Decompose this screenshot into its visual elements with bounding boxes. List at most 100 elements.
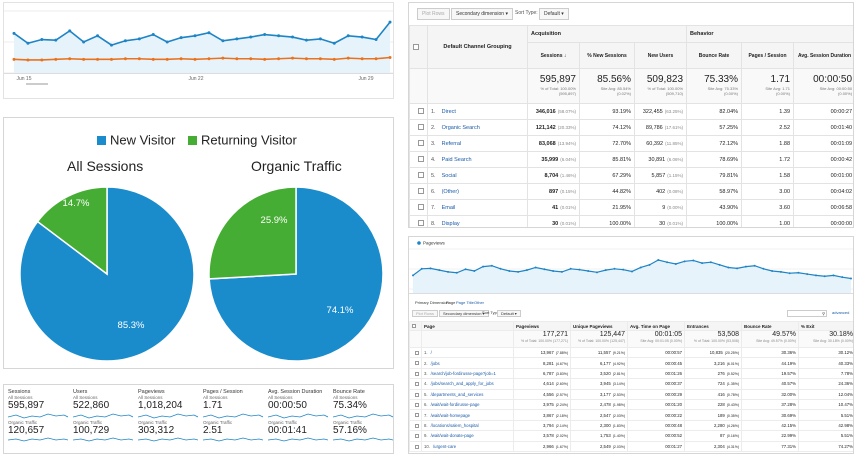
row-select-cell[interactable] [409, 199, 428, 216]
data-point[interactable] [631, 270, 633, 273]
data-point[interactable] [54, 38, 58, 42]
data-point[interactable] [490, 264, 493, 267]
data-point[interactable] [12, 31, 16, 35]
data-point[interactable] [249, 35, 253, 39]
select-all-checkbox[interactable] [412, 324, 416, 329]
data-point[interactable] [604, 269, 607, 272]
data-point[interactable] [806, 273, 809, 276]
data-point[interactable] [304, 57, 308, 61]
data-point[interactable] [346, 56, 350, 60]
data-point[interactable] [455, 271, 458, 274]
column-header[interactable]: Bounce Rate [686, 42, 743, 69]
data-point[interactable] [137, 57, 141, 61]
row-checkbox[interactable] [418, 188, 424, 195]
data-point[interactable] [508, 270, 511, 272]
row-select-cell[interactable] [409, 151, 428, 168]
data-point[interactable] [165, 57, 169, 61]
search-input[interactable]: ⚲ [787, 310, 827, 317]
page-link[interactable]: /search/job-fordirusse-page?job=1 [430, 370, 496, 376]
column-header[interactable]: Avg. Session Duration [793, 42, 853, 69]
column-header[interactable]: Pages / Session [741, 42, 795, 69]
advanced-link[interactable]: advanced [832, 310, 850, 315]
data-point[interactable] [109, 43, 113, 47]
data-point[interactable] [193, 57, 197, 61]
channel-link[interactable]: Social [441, 172, 457, 179]
data-point[interactable] [552, 270, 555, 272]
data-point[interactable] [595, 271, 598, 274]
data-point[interactable] [587, 270, 590, 272]
data-point[interactable] [543, 268, 546, 271]
stat-tile[interactable]: Users All Sessions 522,860 Organic Traffic 1… [73, 389, 135, 451]
row-select-cell[interactable] [409, 215, 428, 227]
data-point[interactable] [429, 267, 432, 270]
channel-link[interactable]: Organic Search [441, 124, 480, 131]
data-point[interactable] [727, 266, 730, 269]
data-point[interactable] [137, 37, 141, 41]
data-point[interactable] [648, 263, 651, 266]
data-point[interactable] [388, 56, 392, 59]
data-point[interactable] [771, 270, 774, 272]
page-link[interactable]: /wait/wait-fordirusse-page [430, 402, 480, 408]
data-point[interactable] [221, 56, 225, 60]
row-checkbox[interactable] [418, 220, 424, 227]
data-point[interactable] [109, 57, 113, 61]
stat-tile[interactable]: Pages / Session All Sessions 1.71 Organic T… [203, 389, 265, 451]
row-select-cell[interactable] [409, 367, 422, 380]
secondary-dimension-dropdown[interactable]: Secondary dimension ▾ [451, 8, 513, 20]
scroll-handle[interactable] [26, 83, 48, 85]
data-point[interactable] [525, 269, 528, 272]
data-point[interactable] [438, 269, 441, 272]
data-point[interactable] [291, 56, 295, 60]
data-point[interactable] [82, 40, 86, 44]
pie-slice-returning-visitor[interactable] [208, 186, 297, 280]
data-point[interactable] [718, 263, 721, 266]
column-header[interactable]: Avg. Time on Page [627, 321, 685, 331]
data-point[interactable] [207, 31, 211, 35]
column-header[interactable]: Unique Pageviews [570, 321, 628, 331]
row-checkbox[interactable] [415, 361, 419, 366]
row-checkbox[interactable] [415, 403, 419, 407]
data-point[interactable] [560, 270, 563, 273]
row-select-cell[interactable] [409, 440, 422, 452]
sort-type-dropdown[interactable]: Default ▾ [539, 8, 569, 20]
page-link[interactable]: /locations/salem_hospital [430, 422, 479, 428]
data-point[interactable] [823, 275, 826, 278]
stat-tile[interactable]: Bounce Rate All Sessions 75.34% Organic Tra… [333, 389, 393, 451]
data-point[interactable] [332, 41, 336, 45]
row-select-cell[interactable] [409, 119, 428, 136]
column-header[interactable]: Pageviews [513, 321, 571, 331]
column-header[interactable]: Page [421, 321, 514, 331]
stat-tile[interactable]: Sessions All Sessions 595,897 Organic Traff… [8, 389, 70, 451]
row-select-cell[interactable] [409, 430, 422, 442]
channel-link[interactable]: Direct [441, 108, 456, 115]
pie-slice-returning-visitor[interactable] [36, 186, 108, 276]
data-point[interactable] [447, 270, 450, 273]
data-point[interactable] [40, 58, 44, 62]
dimension-page[interactable]: Page [446, 300, 456, 305]
row-select-cell[interactable] [409, 388, 422, 400]
data-point[interactable] [674, 262, 677, 265]
column-header[interactable]: Sessions ↓ [527, 42, 580, 69]
data-point[interactable] [26, 58, 30, 62]
data-point[interactable] [412, 274, 414, 277]
row-checkbox[interactable] [415, 351, 419, 356]
data-point[interactable] [68, 29, 72, 33]
data-point[interactable] [622, 268, 625, 271]
data-point[interactable] [797, 271, 800, 274]
data-point[interactable] [68, 57, 72, 61]
data-point[interactable] [517, 270, 520, 273]
page-link[interactable]: /jobs/search_and_apply_for_jobs [430, 381, 494, 387]
row-select-cell[interactable] [409, 167, 428, 184]
row-checkbox[interactable] [418, 204, 424, 211]
channel-link[interactable]: Paid Search [441, 156, 472, 163]
row-select-cell[interactable] [409, 357, 422, 369]
data-point[interactable] [235, 37, 239, 41]
data-point[interactable] [318, 37, 322, 41]
data-point[interactable] [639, 266, 642, 269]
data-point[interactable] [569, 267, 572, 270]
data-point[interactable] [360, 35, 364, 39]
data-point[interactable] [613, 267, 616, 270]
data-point[interactable] [179, 36, 183, 40]
channel-link[interactable]: Display [441, 220, 460, 227]
row-checkbox[interactable] [415, 413, 419, 418]
